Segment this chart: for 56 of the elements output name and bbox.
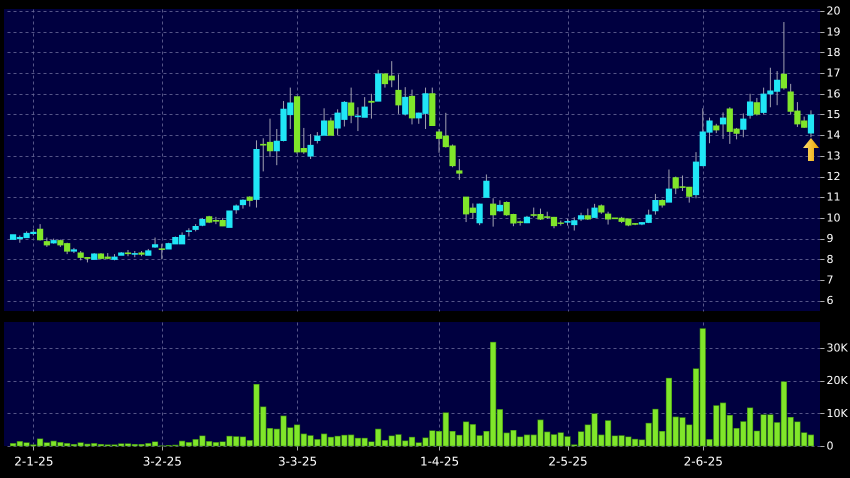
y-tick-label: 30K bbox=[826, 342, 848, 355]
candlestick bbox=[395, 74, 402, 114]
y-tick-label: 12 bbox=[826, 170, 840, 184]
y-tick-label: 13 bbox=[826, 149, 840, 162]
y-tick-label: 19 bbox=[826, 25, 840, 38]
x-tick-label: 3-2-25 bbox=[142, 454, 182, 468]
y-tick-label: 20 bbox=[826, 4, 840, 18]
candlestick bbox=[152, 237, 158, 248]
y-tick-label: 9 bbox=[826, 232, 834, 246]
candlestick bbox=[307, 134, 314, 160]
y-tick-label: 15 bbox=[826, 108, 840, 121]
y-tick-label: 20K bbox=[826, 374, 848, 388]
candlestick bbox=[598, 204, 604, 214]
candlestick bbox=[246, 196, 253, 208]
y-tick-label: 10 bbox=[826, 211, 840, 224]
y-tick-label: 14 bbox=[826, 128, 840, 142]
y-tick-label: 10K bbox=[826, 406, 848, 420]
candlestick bbox=[368, 93, 375, 120]
y-tick-label: 11 bbox=[826, 190, 840, 204]
x-tick-label: 2-5-25 bbox=[548, 454, 588, 468]
y-tick-label: 0 bbox=[826, 440, 834, 452]
candlestick bbox=[740, 112, 746, 138]
candlestick bbox=[408, 89, 416, 125]
candlestick bbox=[233, 204, 240, 214]
candlestick bbox=[456, 158, 462, 180]
candlestick bbox=[226, 210, 233, 228]
y-tick-label: 7 bbox=[826, 273, 834, 286]
candlestick bbox=[754, 97, 760, 116]
candlestick bbox=[158, 243, 165, 260]
candlestick bbox=[591, 203, 598, 218]
candlestick bbox=[328, 117, 334, 136]
x-tick-label: 2-1-25 bbox=[14, 454, 54, 468]
candlestick bbox=[666, 169, 672, 203]
candlestick bbox=[37, 224, 44, 242]
candlestick bbox=[402, 86, 408, 116]
y-tick-label: 6 bbox=[826, 294, 834, 308]
candlestick bbox=[652, 193, 659, 216]
y-tick-label: 8 bbox=[826, 252, 834, 266]
y-tick-label: 16 bbox=[826, 87, 840, 100]
candlestick bbox=[348, 87, 354, 124]
candlestick bbox=[713, 123, 720, 134]
candlestick bbox=[720, 112, 726, 140]
candlestick bbox=[476, 202, 483, 226]
candlestick bbox=[490, 198, 496, 228]
x-tick-label: 1-4-25 bbox=[420, 454, 460, 468]
x-tick-label: 2-6-25 bbox=[684, 454, 723, 468]
candlestick bbox=[483, 174, 490, 198]
candlestick bbox=[274, 128, 280, 166]
candlestick bbox=[780, 22, 787, 90]
candlestick bbox=[808, 110, 814, 138]
candlestick bbox=[44, 237, 50, 248]
candlestick bbox=[746, 93, 754, 120]
x-tick-label: 3-3-25 bbox=[278, 454, 318, 468]
y-tick-label: 17 bbox=[826, 66, 840, 80]
y-tick-label: 18 bbox=[826, 46, 840, 59]
candlestick bbox=[584, 208, 591, 220]
